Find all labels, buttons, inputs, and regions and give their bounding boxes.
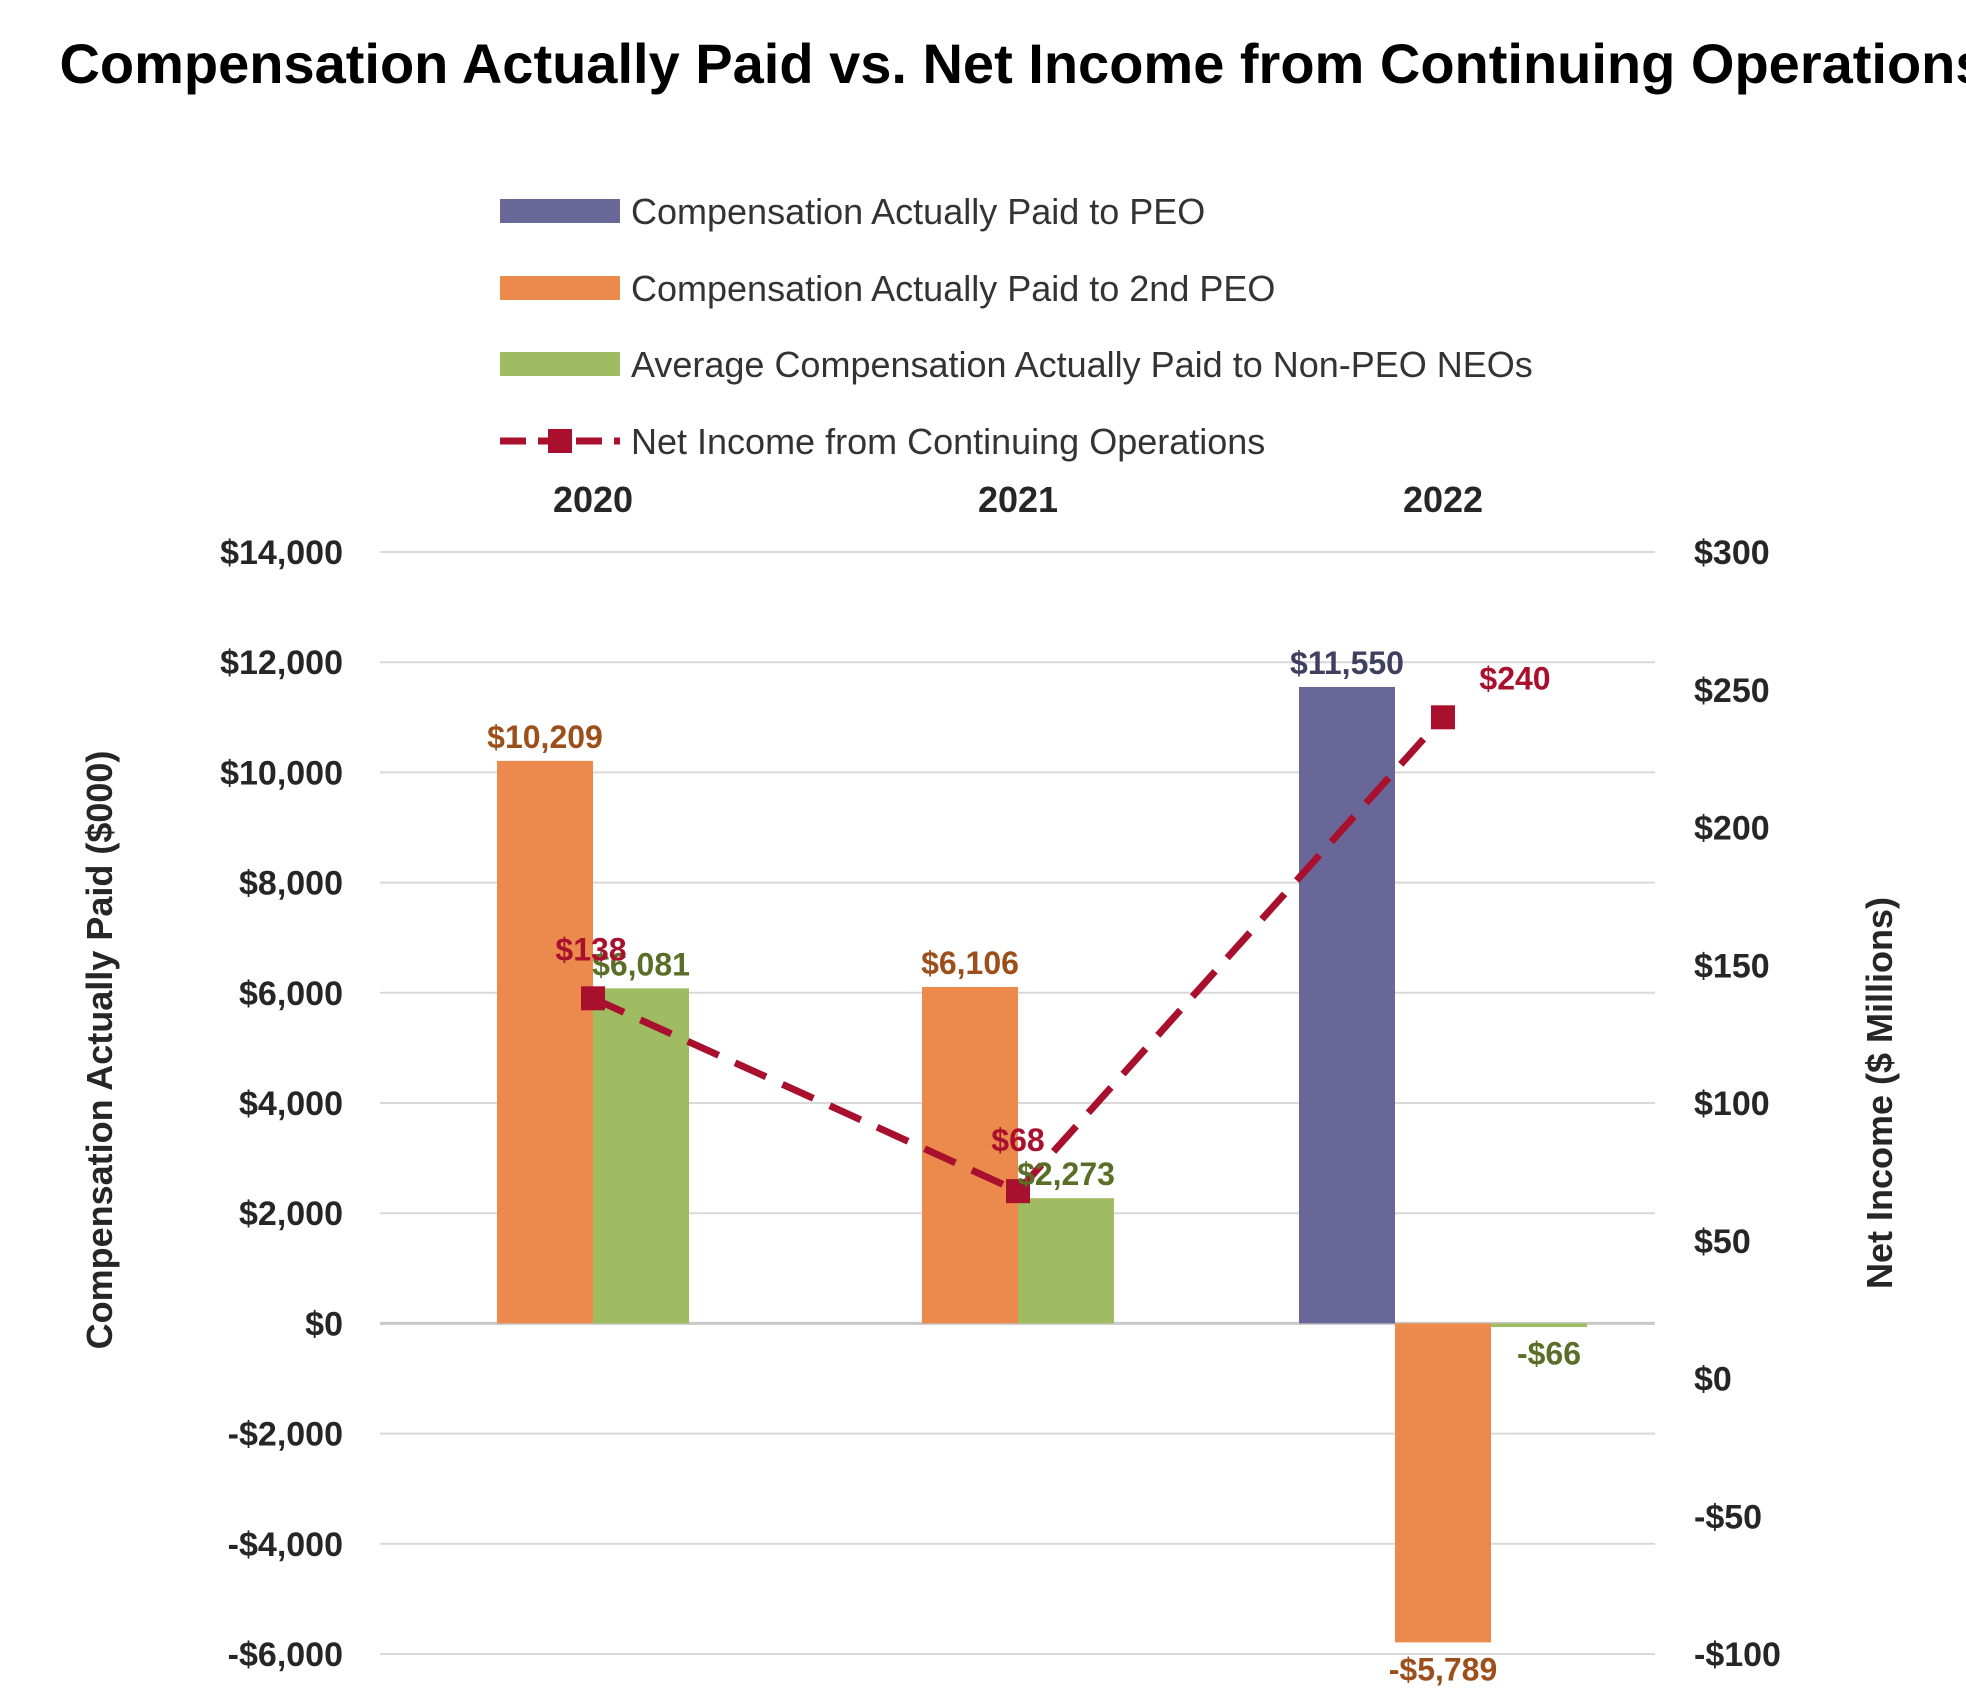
- net-income-marker-2021: [1006, 1179, 1030, 1204]
- left-axis-ticks: $14,000 $12,000 $10,000 $8,000 $6,000 $4,000 $…: [220, 534, 343, 1674]
- legend-swatch: [500, 352, 620, 376]
- legend: Compensation Actually Paid to PEO Compens…: [500, 191, 1533, 462]
- right-tick-label: $50: [1694, 1223, 1751, 1261]
- left-tick-label: $12,000: [220, 644, 343, 682]
- bar-average-compensation-actually-paid-to-non-peo-neos-2021: [1018, 1198, 1114, 1324]
- bars: [497, 686, 1587, 1643]
- left-tick-label: -$6,000: [228, 1636, 343, 1674]
- legend-swatch: [500, 276, 620, 300]
- legend-swatch: [500, 199, 620, 223]
- left-tick-label: $4,000: [239, 1085, 343, 1123]
- category-label: 2021: [978, 479, 1058, 520]
- net-income-line: [591, 714, 1446, 1196]
- category-label: 2022: [1403, 479, 1483, 520]
- data-labels: $10,209 $6,081 $6,106 $2,273 $11,550 -$5,789 -…: [487, 645, 1581, 1687]
- chart-title: Compensation Actually Paid vs. Net Incom…: [59, 32, 1966, 95]
- legend-label: Average Compensation Actually Paid to No…: [631, 344, 1533, 385]
- data-label: $6,106: [921, 945, 1019, 981]
- right-tick-label: $300: [1694, 534, 1770, 572]
- right-tick-label: $200: [1694, 810, 1770, 848]
- net-income-marker-2020: [581, 986, 605, 1011]
- bar-average-compensation-actually-paid-to-non-peo-neos-2020: [593, 988, 689, 1324]
- left-tick-label: $6,000: [239, 975, 343, 1013]
- right-tick-label: -$100: [1694, 1636, 1781, 1674]
- left-tick-label: $10,000: [220, 754, 343, 792]
- right-tick-label: $250: [1694, 672, 1770, 710]
- right-tick-label: $150: [1694, 947, 1770, 985]
- bar-average-compensation-actually-paid-to-non-peo-neos-2022: [1491, 1323, 1587, 1328]
- left-tick-label: -$4,000: [228, 1526, 343, 1564]
- left-axis-title: Compensation Actually Paid ($000): [79, 751, 120, 1350]
- category-label: 2020: [553, 479, 633, 520]
- legend-label: Net Income from Continuing Operations: [631, 421, 1265, 462]
- left-tick-label: $8,000: [239, 865, 343, 903]
- bar-compensation-actually-paid-to-2nd-peo-2020: [497, 760, 593, 1324]
- data-label: -$66: [1517, 1335, 1581, 1371]
- data-label: $2,273: [1017, 1156, 1115, 1192]
- category-labels: 2020 2021 2022: [553, 479, 1483, 520]
- legend-label: Compensation Actually Paid to 2nd PEO: [631, 268, 1275, 309]
- data-label: -$5,789: [1389, 1651, 1498, 1687]
- legend-marker: [548, 429, 572, 453]
- net-income-label: $240: [1479, 660, 1550, 696]
- right-tick-label: $0: [1694, 1361, 1732, 1399]
- net-income-label: $68: [991, 1122, 1044, 1158]
- right-tick-label: $100: [1694, 1085, 1770, 1123]
- left-tick-label: $0: [305, 1305, 343, 1343]
- right-tick-label: -$50: [1694, 1498, 1762, 1536]
- left-tick-label: -$2,000: [228, 1416, 343, 1454]
- legend-label: Compensation Actually Paid to PEO: [631, 191, 1205, 232]
- data-label: $11,550: [1290, 645, 1404, 681]
- net-income-line-layer: [581, 705, 1455, 1204]
- right-axis-title: Net Income ($ Millions): [1859, 897, 1900, 1289]
- data-label: $6,081: [592, 946, 690, 982]
- bar-compensation-actually-paid-to-2nd-peo-2022: [1395, 1323, 1491, 1643]
- data-label: $10,209: [487, 719, 603, 755]
- right-axis-ticks: $300 $250 $200 $150 $100 $50 $0 -$50 -$100: [1694, 534, 1781, 1674]
- left-tick-label: $2,000: [239, 1195, 343, 1233]
- net-income-marker-2022: [1431, 705, 1455, 730]
- net-income-label: $138: [555, 931, 626, 967]
- left-tick-label: $14,000: [220, 534, 343, 572]
